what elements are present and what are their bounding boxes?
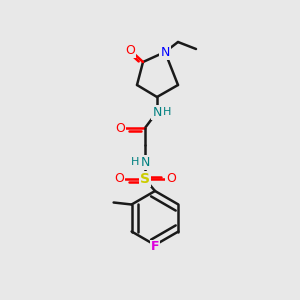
Text: S: S: [140, 172, 150, 186]
Text: O: O: [166, 172, 176, 185]
Text: O: O: [115, 122, 125, 134]
Text: N: N: [152, 106, 162, 118]
Text: N: N: [140, 155, 150, 169]
Text: O: O: [114, 172, 124, 185]
Text: H: H: [163, 107, 171, 117]
Text: H: H: [131, 157, 139, 167]
Text: O: O: [125, 44, 135, 56]
Text: F: F: [151, 241, 159, 254]
Text: N: N: [160, 46, 170, 59]
